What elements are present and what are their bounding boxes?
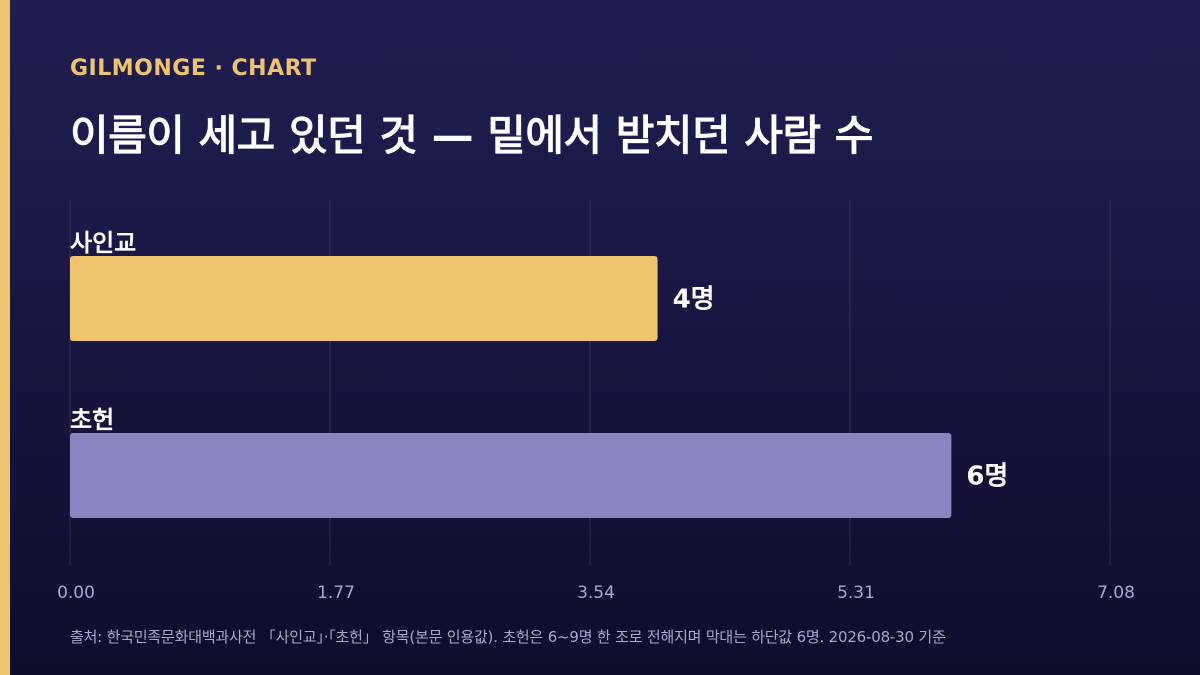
x-tick-label: 1.77 bbox=[317, 583, 355, 603]
x-tick-label: 7.08 bbox=[1097, 583, 1135, 603]
value-label: 4명 bbox=[673, 285, 715, 315]
chart-kicker: GILMONGE · CHART bbox=[70, 56, 317, 81]
x-tick-label: 3.54 bbox=[577, 583, 615, 603]
bar bbox=[70, 256, 658, 341]
category-label: 사인교 bbox=[70, 229, 136, 257]
accent-strip bbox=[0, 0, 10, 675]
value-label: 6명 bbox=[966, 462, 1008, 492]
x-tick-label: 0.00 bbox=[57, 583, 95, 603]
source-note: 출처: 한국민족문화대백과사전 「사인교」·「초헌」 항목(본문 인용값). 초… bbox=[70, 628, 946, 646]
bar bbox=[70, 433, 952, 518]
x-tick-label: 5.31 bbox=[837, 583, 875, 603]
chart-title: 이름이 세고 있던 것 — 밑에서 받치던 사람 수 bbox=[70, 111, 873, 160]
category-label: 초헌 bbox=[70, 406, 114, 434]
